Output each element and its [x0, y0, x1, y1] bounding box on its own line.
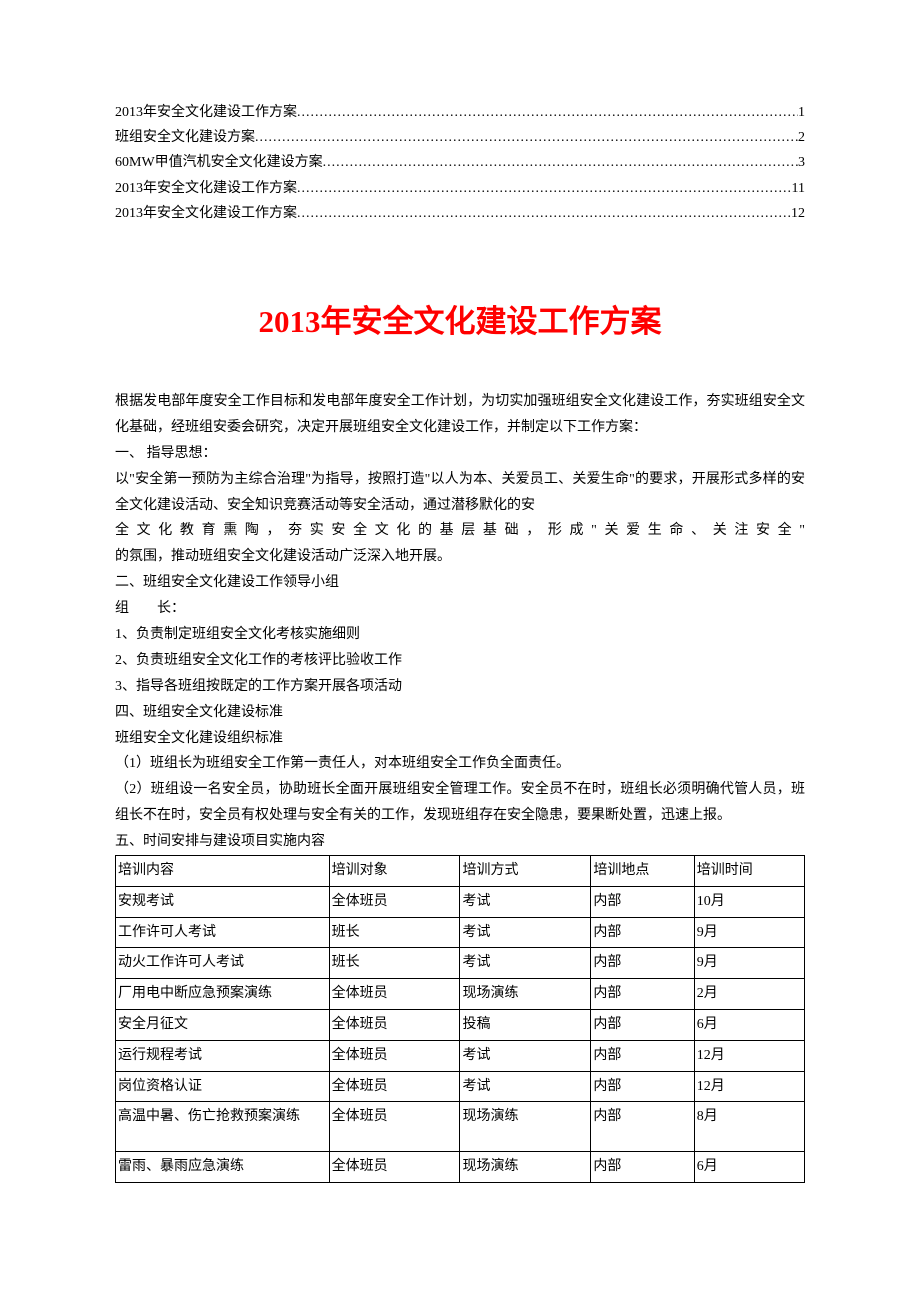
header-cell: 培训对象 [329, 855, 460, 886]
cell-time: 6月 [694, 1152, 804, 1183]
toc-label: 班组安全文化建设方案 [115, 125, 255, 150]
cell-method: 现场演练 [460, 1102, 591, 1152]
cell-location: 内部 [591, 1152, 694, 1183]
table-row: 工作许可人考试 班长 考试 内部 9月 [116, 917, 805, 948]
table-row: 高温中暑、伤亡抢救预案演练 全体班员 现场演练 内部 8月 [116, 1102, 805, 1152]
cell-location: 内部 [591, 917, 694, 948]
toc-label: 2013年安全文化建设工作方案 [115, 100, 297, 125]
cell-content: 高温中暑、伤亡抢救预案演练 [116, 1102, 330, 1152]
cell-method: 考试 [460, 1040, 591, 1071]
cell-method: 现场演练 [460, 1152, 591, 1183]
toc-page: 12 [791, 201, 805, 226]
cell-method: 考试 [460, 1071, 591, 1102]
section-heading: 一、 指导思想： [115, 441, 805, 467]
table-row: 岗位资格认证 全体班员 考试 内部 12月 [116, 1071, 805, 1102]
cell-time: 10月 [694, 886, 804, 917]
toc-page: 2 [798, 125, 805, 150]
toc-page: 3 [798, 150, 805, 175]
toc-label: 2013年安全文化建设工作方案 [115, 176, 297, 201]
toc-item: 2013年安全文化建设工作方案 1 [115, 100, 805, 125]
cell-content: 安全月征文 [116, 1009, 330, 1040]
intro-paragraph: 根据发电部年度安全工作目标和发电部年度安全工作计划，为切实加强班组安全文化建设工… [115, 389, 805, 441]
cell-content: 工作许可人考试 [116, 917, 330, 948]
cell-time: 2月 [694, 979, 804, 1010]
subsection-heading: 班组安全文化建设组织标准 [115, 726, 805, 752]
table-row: 动火工作许可人考试 班长 考试 内部 9月 [116, 948, 805, 979]
cell-time: 9月 [694, 917, 804, 948]
toc-item: 2013年安全文化建设工作方案 12 [115, 201, 805, 226]
cell-location: 内部 [591, 979, 694, 1010]
cell-target: 全体班员 [329, 1040, 460, 1071]
cell-content: 厂用电中断应急预案演练 [116, 979, 330, 1010]
toc-page: 1 [798, 100, 805, 125]
duty-item: 1、负责制定班组安全文化考核实施细则 [115, 622, 805, 648]
duty-item: 3、指导各班组按既定的工作方案开展各项活动 [115, 674, 805, 700]
toc-label: 2013年安全文化建设工作方案 [115, 201, 297, 226]
body-paragraph: 的氛围，推动班组安全文化建设活动广泛深入地开展。 [115, 544, 805, 570]
cell-method: 考试 [460, 886, 591, 917]
header-cell: 培训内容 [116, 855, 330, 886]
table-row: 厂用电中断应急预案演练 全体班员 现场演练 内部 2月 [116, 979, 805, 1010]
toc-dots [297, 100, 798, 125]
leader-line: 组 长： [115, 596, 805, 622]
table-row: 运行规程考试 全体班员 考试 内部 12月 [116, 1040, 805, 1071]
table-row: 雷雨、暴雨应急演练 全体班员 现场演练 内部 6月 [116, 1152, 805, 1183]
table-row: 安全月征文 全体班员 投稿 内部 6月 [116, 1009, 805, 1040]
header-cell: 培训时间 [694, 855, 804, 886]
cell-method: 投稿 [460, 1009, 591, 1040]
toc-label: 60MW甲值汽机安全文化建设方案 [115, 150, 323, 175]
cell-target: 全体班员 [329, 1009, 460, 1040]
cell-location: 内部 [591, 1009, 694, 1040]
cell-target: 全体班员 [329, 1071, 460, 1102]
cell-time: 8月 [694, 1102, 804, 1152]
cell-time: 9月 [694, 948, 804, 979]
header-cell: 培训地点 [591, 855, 694, 886]
table-row: 安规考试 全体班员 考试 内部 10月 [116, 886, 805, 917]
cell-content: 岗位资格认证 [116, 1071, 330, 1102]
section-heading: 四、班组安全文化建设标准 [115, 700, 805, 726]
cell-content: 运行规程考试 [116, 1040, 330, 1071]
toc-dots [297, 176, 792, 201]
cell-method: 现场演练 [460, 979, 591, 1010]
table-of-contents: 2013年安全文化建设工作方案 1 班组安全文化建设方案 2 60MW甲值汽机安… [115, 100, 805, 226]
cell-location: 内部 [591, 1102, 694, 1152]
cell-target: 班长 [329, 948, 460, 979]
toc-dots [323, 150, 798, 175]
cell-target: 班长 [329, 917, 460, 948]
cell-target: 全体班员 [329, 886, 460, 917]
duty-item: 2、负责班组安全文化工作的考核评比验收工作 [115, 648, 805, 674]
document-body: 根据发电部年度安全工作目标和发电部年度安全工作计划，为切实加强班组安全文化建设工… [115, 389, 805, 855]
table-header-row: 培训内容 培训对象 培训方式 培训地点 培训时间 [116, 855, 805, 886]
standard-item: （2）班组设一名安全员，协助班长全面开展班组安全管理工作。安全员不在时，班组长必… [115, 777, 805, 829]
body-paragraph: 全文化教育熏陶，夯实安全文化的基层基础，形成"关爱生命、关注安全" [115, 518, 805, 544]
section-heading: 二、班组安全文化建设工作领导小组 [115, 570, 805, 596]
toc-dots [255, 125, 798, 150]
cell-method: 考试 [460, 948, 591, 979]
cell-location: 内部 [591, 886, 694, 917]
cell-target: 全体班员 [329, 1102, 460, 1152]
cell-location: 内部 [591, 1071, 694, 1102]
toc-dots [297, 201, 791, 226]
cell-location: 内部 [591, 948, 694, 979]
main-title: 2013年安全文化建设工作方案 [115, 296, 805, 341]
training-schedule-table: 培训内容 培训对象 培训方式 培训地点 培训时间 安规考试 全体班员 考试 内部… [115, 855, 805, 1183]
header-cell: 培训方式 [460, 855, 591, 886]
toc-item: 班组安全文化建设方案 2 [115, 125, 805, 150]
toc-item: 2013年安全文化建设工作方案 11 [115, 176, 805, 201]
standard-item: （1）班组长为班组安全工作第一责任人，对本班组安全工作负全面责任。 [115, 751, 805, 777]
cell-location: 内部 [591, 1040, 694, 1071]
cell-method: 考试 [460, 917, 591, 948]
body-paragraph: 以"安全第一预防为主综合治理"为指导，按照打造"以人为本、关爱员工、关爱生命"的… [115, 467, 805, 519]
cell-target: 全体班员 [329, 1152, 460, 1183]
toc-item: 60MW甲值汽机安全文化建设方案 3 [115, 150, 805, 175]
cell-target: 全体班员 [329, 979, 460, 1010]
cell-time: 6月 [694, 1009, 804, 1040]
section-heading: 五、时间安排与建设项目实施内容 [115, 829, 805, 855]
toc-page: 11 [792, 176, 805, 201]
cell-content: 动火工作许可人考试 [116, 948, 330, 979]
cell-time: 12月 [694, 1040, 804, 1071]
cell-time: 12月 [694, 1071, 804, 1102]
cell-content: 安规考试 [116, 886, 330, 917]
cell-content: 雷雨、暴雨应急演练 [116, 1152, 330, 1183]
